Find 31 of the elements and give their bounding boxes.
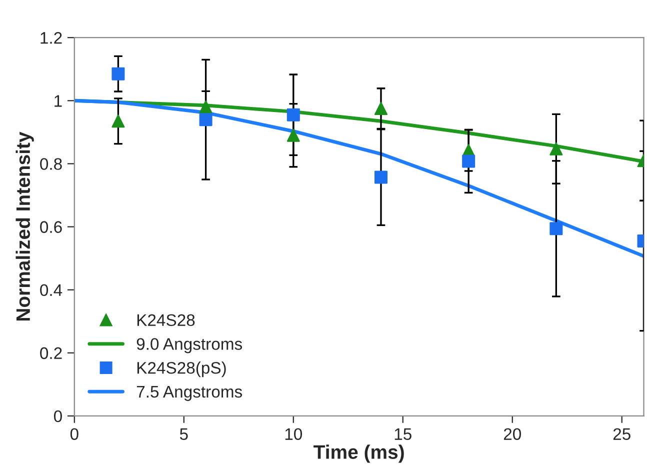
- y-axis-title: Normalized Intensity: [16, 132, 34, 321]
- point: [112, 114, 125, 128]
- point: [286, 108, 300, 122]
- x-tick-label: 10: [285, 428, 302, 440]
- point: [199, 113, 212, 126]
- point: [112, 67, 125, 80]
- legend-label: K24S28: [137, 314, 195, 326]
- y-tick-label: 1.2: [40, 32, 62, 44]
- y-tick-label: 0.8: [40, 158, 62, 170]
- x-axis-title: Time (ms): [314, 444, 404, 463]
- x-tick-label: 5: [180, 428, 188, 440]
- point: [374, 170, 388, 184]
- x-tick-label: 25: [613, 428, 630, 440]
- x-tick-label: 0: [70, 428, 78, 440]
- point: [374, 102, 388, 116]
- point: [462, 154, 476, 168]
- y-tick-label: 0.6: [40, 221, 62, 233]
- legend-label: 7.5 Angstroms: [136, 386, 242, 401]
- point: [550, 222, 563, 236]
- y-tick-label: 0.4: [40, 284, 62, 296]
- x-tick-label: 20: [504, 428, 521, 440]
- x-tick-label: 15: [394, 428, 412, 440]
- y-tick-label: 0.2: [40, 347, 62, 360]
- y-tick-label: 1: [54, 95, 62, 107]
- legend-label: K24S28(pS): [137, 362, 226, 378]
- point: [286, 128, 300, 142]
- point: [199, 100, 212, 114]
- point: [550, 142, 563, 156]
- y-tick-label: 0: [54, 410, 62, 422]
- line-series: [74, 98, 644, 258]
- legend-label: 9.0 Angstroms: [136, 338, 242, 354]
